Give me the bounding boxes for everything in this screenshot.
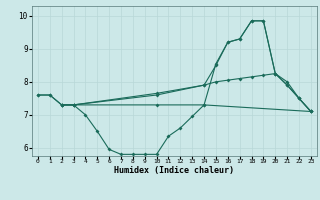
X-axis label: Humidex (Indice chaleur): Humidex (Indice chaleur): [115, 166, 234, 175]
